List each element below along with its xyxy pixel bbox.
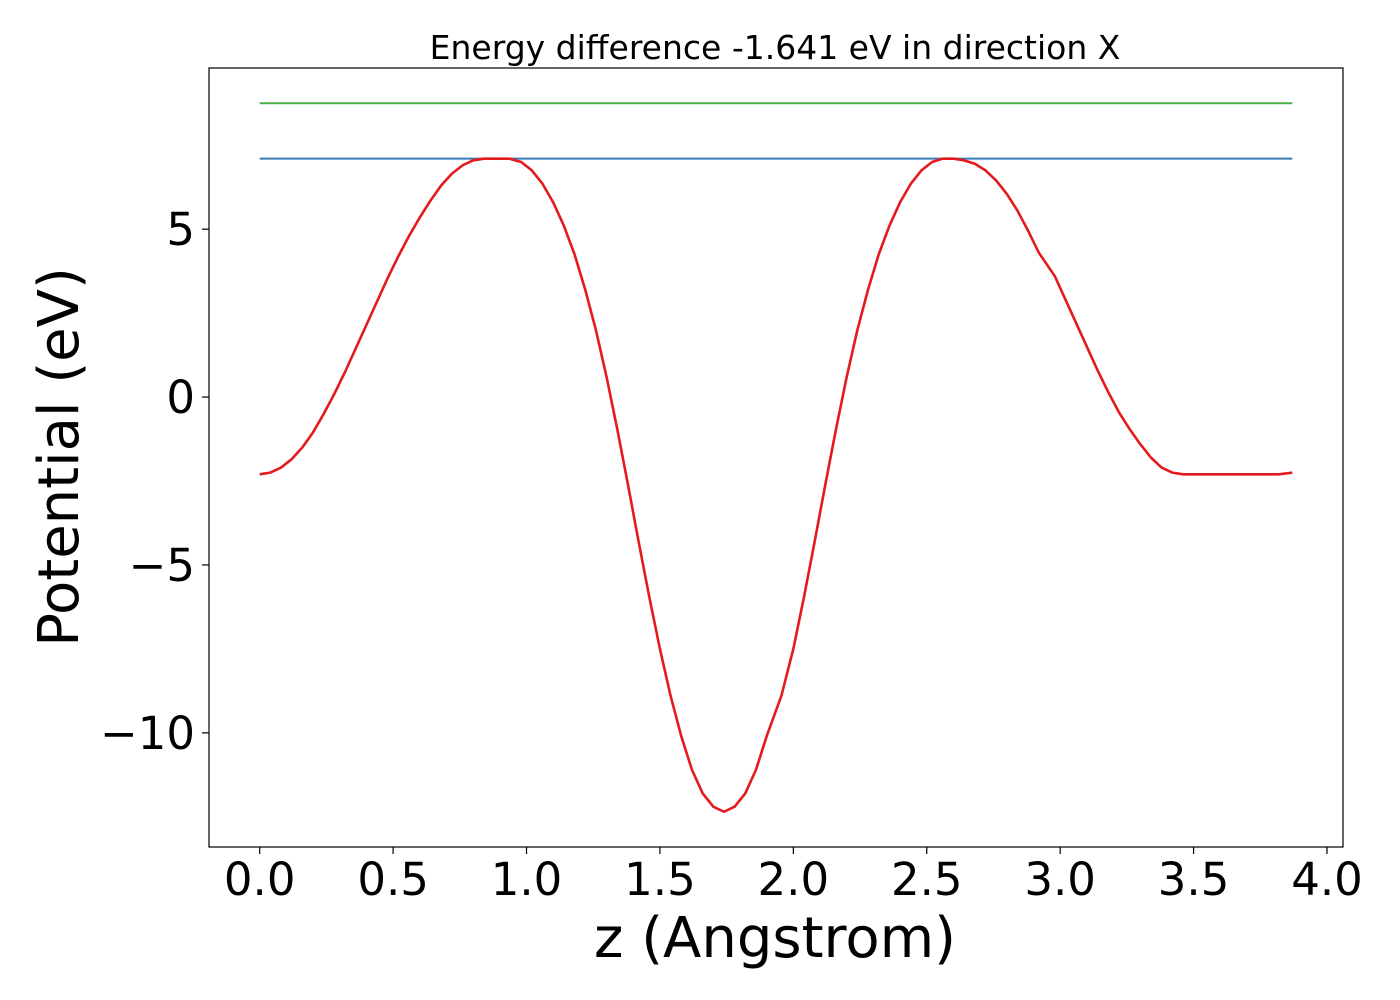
x-axis: 0.0 0.5 1.0 1.5 2.0 2.5 3.0 3.5 4.0 [224,847,1363,906]
y-tick-label: 0 [166,371,195,424]
plot-area [259,102,1293,814]
x-tick-label: 1.5 [624,853,696,906]
y-axis: 5 0 −5 −10 [100,203,209,760]
y-tick-label: 5 [166,203,195,256]
x-tick-label: 3.5 [1158,853,1230,906]
x-tick-label: 3.0 [1024,853,1096,906]
chart-title: Energy difference -1.641 eV in direction… [430,28,1121,67]
x-tick-label: 1.0 [491,853,563,906]
x-tick-label: 0.0 [224,853,296,906]
y-tick-label: −10 [100,707,195,760]
x-tick-label: 2.0 [758,853,830,906]
x-tick-label: 0.5 [357,853,429,906]
plot-frame [208,67,1344,848]
y-axis-label: Potential (eV) [27,267,92,647]
x-tick-label: 4.0 [1291,853,1363,906]
y-tick-label: −5 [129,539,195,592]
series-line-potential [259,157,1293,814]
x-tick-label: 2.5 [891,853,963,906]
x-axis-label: z (Angstrom) [594,906,956,971]
